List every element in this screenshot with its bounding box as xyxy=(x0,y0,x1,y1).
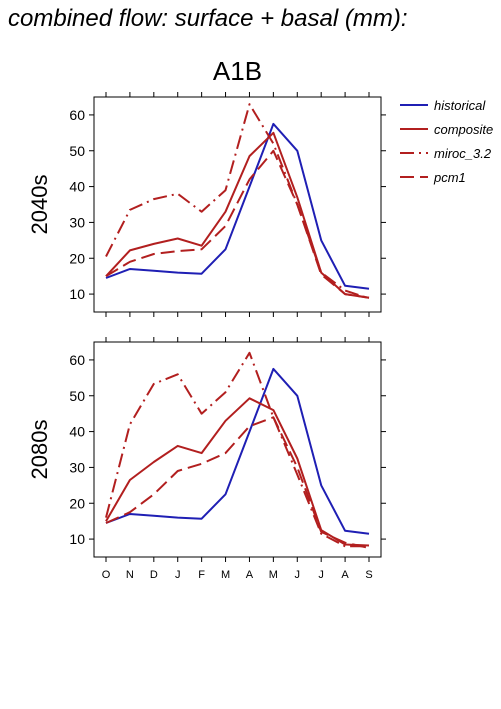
page-title: combined flow: surface + basal (mm): xyxy=(8,5,408,32)
series-line-miroc-3-2 xyxy=(105,351,369,548)
panel-label: 2040s xyxy=(27,175,52,235)
series-line-historical xyxy=(105,367,370,535)
series-line-historical xyxy=(105,122,370,290)
x-tick-label: M xyxy=(269,569,278,581)
legend-label: historical xyxy=(434,98,486,113)
x-tick-label: D xyxy=(150,569,158,581)
y-tick-label: 60 xyxy=(69,107,85,123)
legend-label: pcm1 xyxy=(433,170,466,185)
legend-label: miroc_3.2 xyxy=(434,146,492,161)
series-line-miroc-3-2 xyxy=(105,103,370,300)
x-tick-label: A xyxy=(246,569,254,581)
y-tick-label: 50 xyxy=(69,388,85,404)
x-tick-label: N xyxy=(126,569,134,581)
x-tick-label: A xyxy=(341,569,349,581)
y-tick-label: 40 xyxy=(69,179,85,195)
y-tick-label: 10 xyxy=(69,286,85,302)
panel-frame xyxy=(93,96,382,313)
series-line-pcm1 xyxy=(105,149,370,299)
y-tick-label: 10 xyxy=(69,531,85,547)
y-tick-label: 50 xyxy=(69,143,85,159)
x-tick-label: J xyxy=(318,569,324,581)
x-tick-label: J xyxy=(175,569,181,581)
y-tick-label: 30 xyxy=(69,459,85,475)
y-tick-label: 20 xyxy=(69,250,85,266)
panel-frame xyxy=(93,341,382,558)
y-tick-label: 60 xyxy=(69,352,85,368)
x-tick-label: O xyxy=(102,569,111,581)
series-line-composite xyxy=(105,397,370,547)
y-tick-label: 20 xyxy=(69,495,85,511)
scenario-label: A1B xyxy=(213,56,262,86)
series-line-pcm1 xyxy=(105,416,370,549)
x-tick-label: J xyxy=(295,569,301,581)
x-tick-label: F xyxy=(198,569,205,581)
x-tick-label: M xyxy=(221,569,230,581)
panel-label: 2080s xyxy=(27,420,52,480)
y-tick-label: 40 xyxy=(69,424,85,440)
x-tick-label: S xyxy=(365,569,372,581)
legend-label: composite xyxy=(434,122,493,137)
y-tick-label: 30 xyxy=(69,214,85,230)
